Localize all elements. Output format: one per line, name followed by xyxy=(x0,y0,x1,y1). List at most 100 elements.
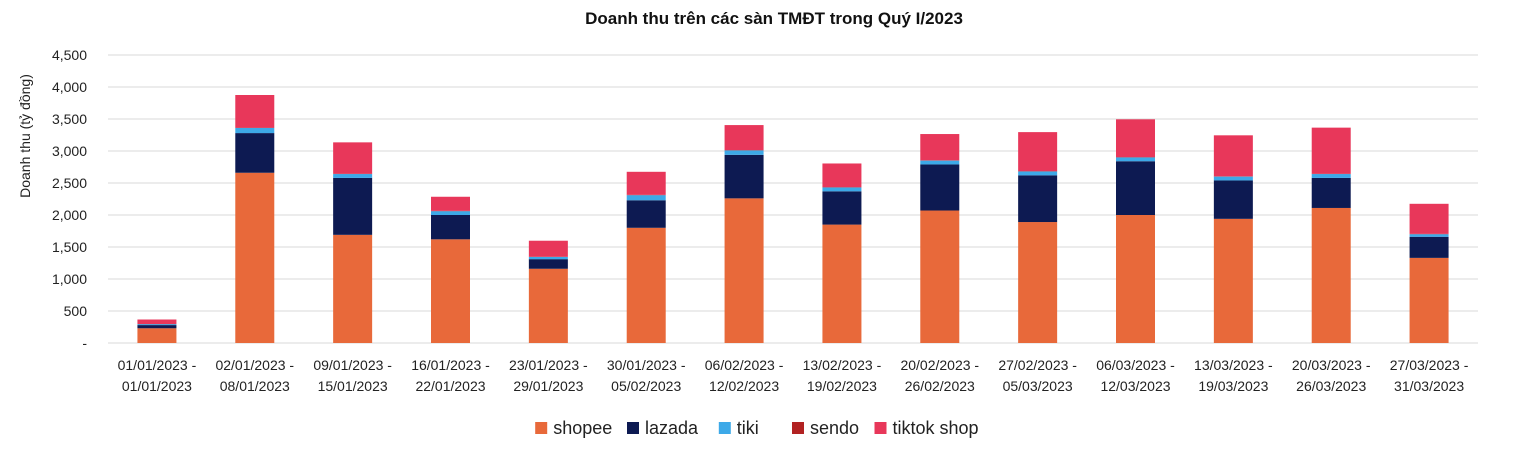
bar-segment-lazada xyxy=(724,154,764,199)
bar-segment-tiki xyxy=(431,211,470,215)
bar-segment-lazada xyxy=(431,215,470,240)
bar-segment-shopee xyxy=(431,239,470,343)
x-tick-label: 05/03/2023 xyxy=(1003,378,1073,394)
x-tick-label: 19/03/2023 xyxy=(1198,378,1268,394)
x-tick-label: 27/03/2023 - xyxy=(1390,357,1469,373)
legend-swatch-tiki xyxy=(718,422,731,434)
bar-segment-lazada xyxy=(235,133,275,173)
bar-segment-tiktok-shop xyxy=(333,142,373,174)
bar-segment-shopee xyxy=(333,234,373,343)
bar-segment-tiki xyxy=(528,256,568,260)
bar-segment-lazada xyxy=(528,259,568,269)
bar-segment-lazada xyxy=(1311,177,1351,208)
bar-segment-shopee xyxy=(626,227,666,343)
x-tick-label: 19/02/2023 xyxy=(807,378,877,394)
bar-segment-lazada xyxy=(626,200,666,228)
bar-segment-tiktok-shop xyxy=(235,95,275,128)
x-tick-label: 31/03/2023 xyxy=(1394,378,1464,394)
y-tick-label: - xyxy=(82,335,87,351)
y-axis-ticks: - 500 1,000 1,500 2,000 2,500 3,000 3,500 4,000 4… xyxy=(52,47,87,351)
bar-segment-tiktok-shop xyxy=(1213,135,1253,177)
bar-segment-tiktok-shop xyxy=(1409,203,1449,234)
x-tick-label: 23/01/2023 - xyxy=(509,357,588,373)
x-tick-label: 26/02/2023 xyxy=(905,378,975,394)
x-tick-label: 12/03/2023 xyxy=(1100,378,1170,394)
legend: shopee lazada tiki sendo tiktok shop xyxy=(535,418,979,438)
bar-segment-tiki xyxy=(1018,171,1058,176)
bar-segment-tiktok-shop xyxy=(626,171,666,195)
y-tick-label: 2,500 xyxy=(52,175,87,191)
bar-segment-tiki xyxy=(1116,157,1155,162)
bar-segment-tiktok-shop xyxy=(1311,127,1351,174)
y-tick-label: 1,000 xyxy=(52,271,87,287)
bar-segment-lazada xyxy=(333,177,373,235)
gridlines xyxy=(108,54,1478,344)
bar-segment-shopee xyxy=(235,172,275,343)
bar-segment-tiktok-shop xyxy=(822,163,862,188)
legend-label: sendo xyxy=(810,418,859,438)
x-tick-label: 30/01/2023 - xyxy=(607,357,686,373)
bar-segment-tiki xyxy=(333,174,373,178)
bars xyxy=(137,95,1449,343)
x-tick-label: 27/02/2023 - xyxy=(998,357,1077,373)
x-tick-label: 20/02/2023 - xyxy=(900,357,979,373)
bar-segment-tiktok-shop xyxy=(920,134,960,161)
x-tick-label: 16/01/2023 - xyxy=(411,357,490,373)
bar-segment-tiktok-shop xyxy=(137,319,177,324)
x-tick-label: 08/01/2023 xyxy=(220,378,290,394)
bar-segment-shopee xyxy=(1311,207,1351,343)
bar-segment-shopee xyxy=(1409,257,1449,343)
legend-swatch-tiktok-shop xyxy=(874,422,887,434)
y-tick-label: 3,000 xyxy=(52,143,87,159)
x-tick-label: 02/01/2023 - xyxy=(215,357,294,373)
x-tick-label: 06/03/2023 - xyxy=(1096,357,1175,373)
x-tick-label: 01/01/2023 xyxy=(122,378,192,394)
x-tick-label: 05/02/2023 xyxy=(611,378,681,394)
y-tick-label: 2,000 xyxy=(52,207,87,223)
bar-segment-shopee xyxy=(920,210,960,343)
legend-swatch-shopee xyxy=(535,422,548,434)
legend-label: shopee xyxy=(553,418,612,438)
bar-segment-shopee xyxy=(724,198,764,343)
bar-segment-shopee xyxy=(528,268,568,343)
bar-segment-lazada xyxy=(822,191,862,225)
bar-segment-shopee xyxy=(137,328,177,343)
bar-segment-lazada xyxy=(1213,180,1253,219)
x-tick-label: 01/01/2023 - xyxy=(118,357,197,373)
legend-swatch-sendo xyxy=(792,422,804,434)
x-tick-label: 26/03/2023 xyxy=(1296,378,1366,394)
bar-segment-tiktok-shop xyxy=(1018,132,1058,172)
bar-segment-lazada xyxy=(137,325,177,329)
chart-title: Doanh thu trên các sàn TMĐT trong Quý I/… xyxy=(585,9,963,28)
bar-segment-lazada xyxy=(1116,161,1155,215)
bar-segment-tiktok-shop xyxy=(724,125,764,151)
legend-label: tiki xyxy=(737,418,759,438)
y-tick-label: 4,000 xyxy=(52,79,87,95)
x-tick-label: 22/01/2023 xyxy=(415,378,485,394)
x-tick-label: 06/02/2023 - xyxy=(705,357,784,373)
bar-segment-shopee xyxy=(1018,222,1058,343)
bar-segment-tiki xyxy=(724,150,764,155)
x-tick-label: 13/02/2023 - xyxy=(803,357,882,373)
legend-label: lazada xyxy=(645,418,699,438)
y-axis-label: Doanh thu (tỷ đồng) xyxy=(17,74,33,198)
y-tick-label: 500 xyxy=(64,303,88,319)
x-tick-label: 29/01/2023 xyxy=(513,378,583,394)
bar-segment-shopee xyxy=(1116,215,1155,343)
bar-segment-lazada xyxy=(1409,236,1449,258)
bar-segment-lazada xyxy=(920,164,960,211)
y-tick-label: 3,500 xyxy=(52,111,87,127)
y-tick-label: 1,500 xyxy=(52,239,87,255)
x-axis-ticks: 01/01/2023 - 01/01/2023 02/01/2023 - 08/01/… xyxy=(118,357,1469,394)
bar-segment-lazada xyxy=(1018,175,1058,223)
x-tick-label: 13/03/2023 - xyxy=(1194,357,1273,373)
bar-segment-shopee xyxy=(1213,218,1253,343)
bar-segment-tiktok-shop xyxy=(528,240,568,257)
x-tick-label: 09/01/2023 - xyxy=(313,357,392,373)
y-tick-label: 4,500 xyxy=(52,47,87,63)
x-tick-label: 20/03/2023 - xyxy=(1292,357,1371,373)
bar-segment-tiki xyxy=(920,160,960,165)
bar-segment-tiki xyxy=(1409,234,1449,237)
